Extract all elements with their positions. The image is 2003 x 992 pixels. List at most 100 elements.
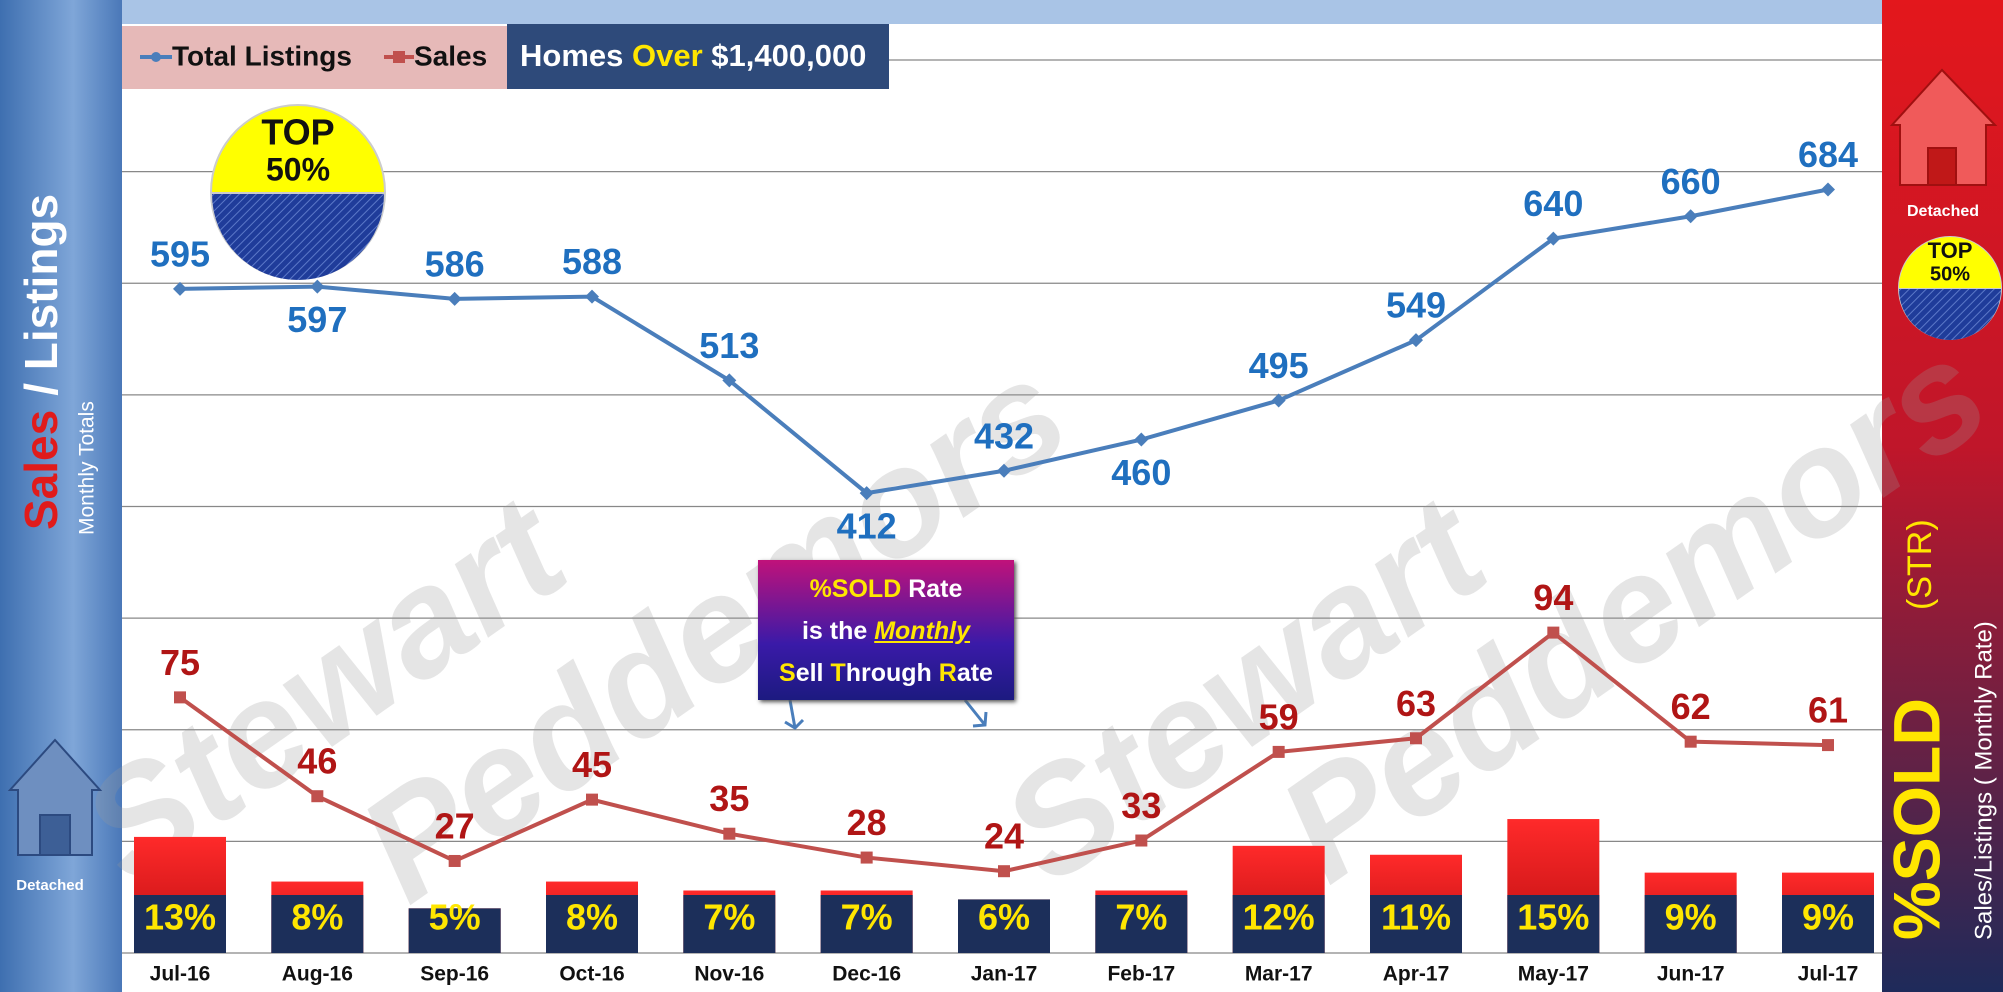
x-tick-label: Feb-17	[1107, 963, 1175, 986]
data-label: 595	[150, 233, 210, 274]
callout-part: R	[938, 659, 957, 687]
x-tick-label: Mar-17	[1245, 963, 1313, 986]
bar-label: 7%	[841, 897, 893, 938]
data-label: 660	[1661, 161, 1721, 202]
callout-part: hrough	[845, 659, 939, 687]
data-label: 94	[1533, 577, 1573, 618]
point	[1683, 209, 1698, 224]
data-label: 432	[974, 415, 1034, 456]
bar-base	[134, 895, 226, 953]
bar-base	[1507, 895, 1600, 953]
bar-label: 7%	[703, 897, 755, 938]
badge-bottom	[212, 194, 384, 280]
legend-swatch	[151, 52, 161, 62]
data-label: 513	[699, 325, 759, 366]
data-label: 61	[1808, 690, 1848, 731]
bar-base	[1782, 895, 1874, 953]
data-label: 35	[709, 778, 749, 819]
badge-text: 50%	[266, 151, 330, 187]
point	[1410, 732, 1422, 745]
data-label: 684	[1798, 134, 1858, 175]
point	[173, 281, 187, 296]
data-label: 75	[160, 642, 200, 683]
data-label: 27	[435, 805, 475, 846]
point	[447, 291, 462, 306]
data-label: 24	[984, 816, 1024, 857]
callout-part: Rate	[901, 575, 963, 603]
point	[310, 279, 325, 294]
bar-group: 9%	[1644, 872, 1737, 953]
legend-swatch	[393, 51, 405, 63]
point	[311, 790, 324, 803]
house-icon	[7, 738, 103, 856]
bar-base	[271, 895, 364, 953]
badge-top	[212, 106, 384, 192]
callout-line: %SOLD Rate	[758, 568, 1014, 610]
top-strip	[122, 0, 1882, 24]
sold-str: (STR)	[1901, 519, 1939, 610]
point	[1822, 739, 1834, 752]
x-tick-label: May-17	[1518, 963, 1589, 986]
price-text: Homes Over $1,400,000	[520, 38, 866, 73]
bar-base	[1095, 895, 1188, 953]
point	[1135, 834, 1148, 847]
price-box	[507, 24, 889, 89]
x-tick-label: Sep-16	[420, 963, 489, 986]
bar-base	[546, 895, 638, 953]
callout-part: ate	[956, 659, 993, 687]
badge-top	[1899, 237, 2001, 288]
house-label: Detached	[16, 877, 84, 894]
right-subtitle: Sales/Listings ( Monthly Rate)	[1970, 621, 1997, 940]
point	[448, 854, 461, 867]
bar-base	[958, 899, 1050, 953]
left-title-part: Sales	[15, 410, 67, 530]
point	[1684, 735, 1697, 748]
marks: Jul-16 Aug-16 Sep-16 Oct-16 Nov-16 Dec-16 Jan-…	[134, 134, 1874, 986]
x-tick-label: Nov-16	[694, 963, 764, 986]
x-tick-label: Jul-16	[150, 963, 211, 986]
x-tick-label: Jun-17	[1657, 963, 1725, 986]
x-tick-label: Oct-16	[559, 963, 624, 986]
house-door	[1927, 147, 1957, 186]
sold-title: %SOLD	[1879, 698, 1953, 940]
x-tick-label: Aug-16	[282, 963, 353, 986]
badge: TOP 50%	[210, 104, 386, 280]
bar-label: 8%	[566, 897, 618, 938]
point	[1409, 333, 1423, 348]
data-label: 640	[1523, 183, 1583, 224]
point	[1271, 393, 1286, 408]
badge-text: TOP	[1928, 238, 1973, 263]
data-label: 549	[1386, 285, 1446, 326]
bar-group: 15%	[1507, 819, 1600, 953]
data-label: 63	[1396, 683, 1436, 724]
callout-part: T	[830, 659, 846, 687]
data-label: 586	[425, 243, 485, 284]
x-tick-label: Jan-17	[971, 963, 1038, 986]
bar-label: 12%	[1243, 897, 1315, 938]
callout-line: Sell Through Rate	[758, 652, 1014, 694]
callout-part: Monthly	[874, 617, 971, 645]
data-label: 45	[572, 744, 612, 785]
left-title: Sales / Listings	[15, 194, 67, 530]
callout: %SOLD Rate is the Monthly Sell Through R…	[758, 560, 1014, 700]
bar-label: 8%	[291, 897, 343, 938]
house-icon	[1889, 68, 1998, 186]
price-part: $1,400,000	[703, 38, 867, 73]
bar-label: 11%	[1381, 897, 1451, 938]
bar-label: 6%	[978, 897, 1030, 938]
data-label: 495	[1249, 345, 1309, 386]
bar-label: 9%	[1665, 897, 1717, 938]
bar-group: 11%	[1370, 854, 1462, 953]
house-door	[39, 814, 71, 856]
legend-label: Sales	[414, 40, 487, 71]
point	[722, 373, 737, 388]
badge-bottom	[1899, 289, 2001, 340]
point	[723, 827, 736, 840]
point	[859, 486, 874, 501]
bar-base	[1370, 895, 1462, 953]
data-label: 412	[837, 506, 897, 547]
point	[1134, 432, 1149, 447]
point	[1546, 231, 1561, 246]
point	[586, 793, 598, 806]
